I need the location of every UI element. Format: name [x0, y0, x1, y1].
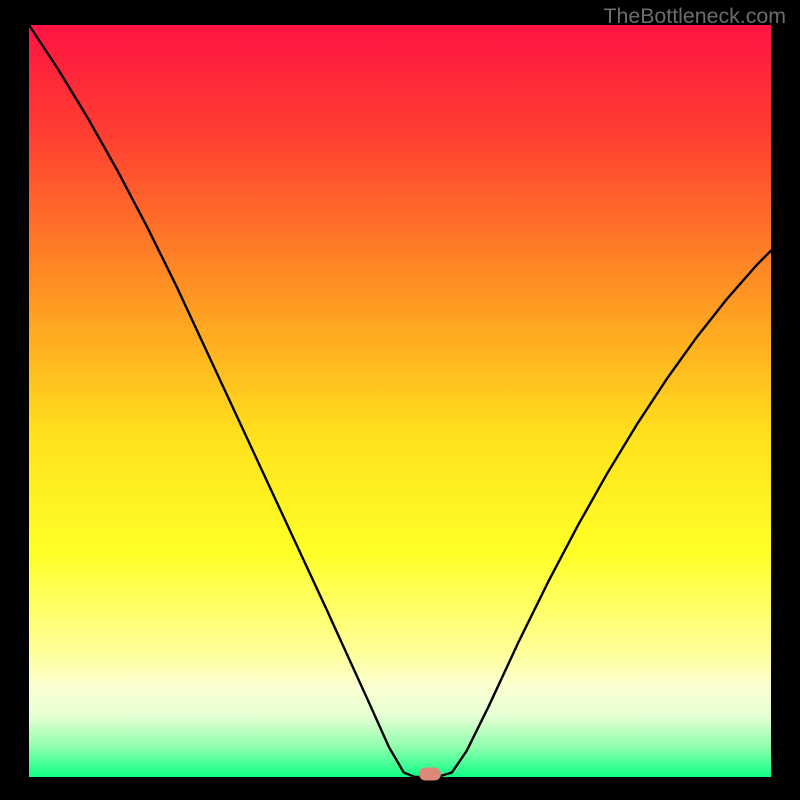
plot-area: [29, 25, 771, 777]
bottleneck-curve: [29, 25, 771, 777]
optimum-marker: [419, 767, 441, 780]
bottleneck-chart: TheBottleneck.com: [0, 0, 800, 800]
watermark-label: TheBottleneck.com: [603, 4, 786, 29]
